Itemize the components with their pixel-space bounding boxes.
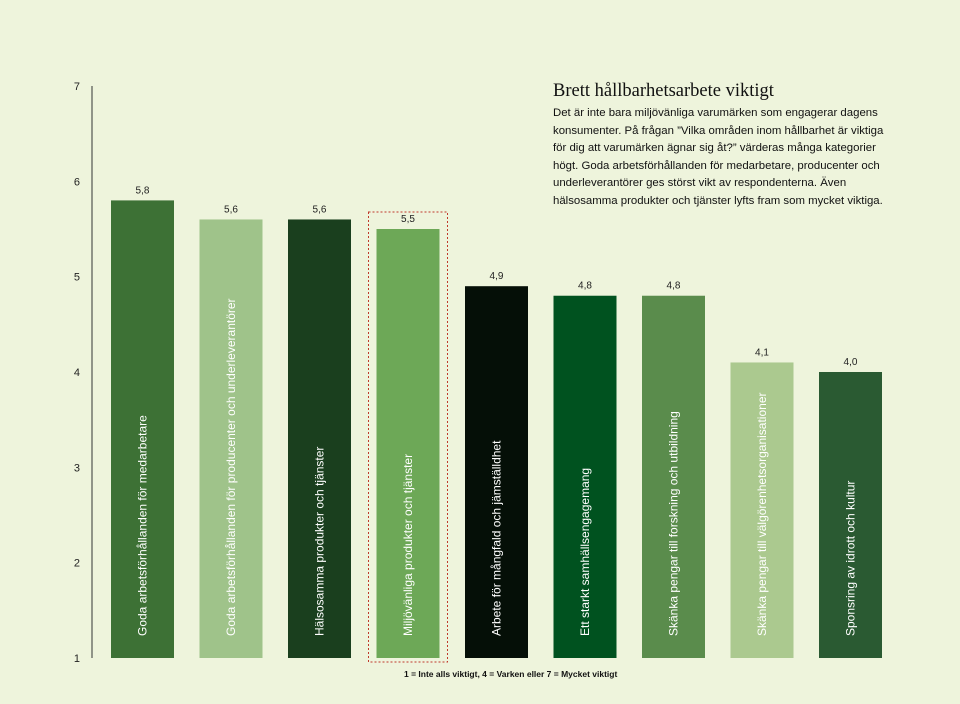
value-labels: 5,8 5,6 5,6 5,5 4,9 4,8 4,8 4,1 4,0	[136, 185, 858, 368]
bar-category-label: Skänka pengar till välgörenhetsorganisat…	[755, 393, 769, 637]
bar-value-label: 5,6	[224, 204, 238, 215]
bar-value-label: 4,8	[667, 281, 681, 292]
chart-footnote: 1 = Inte alls viktigt, 4 = Varken eller …	[404, 669, 617, 679]
bar	[288, 219, 351, 658]
description-box: Brett hållbarhetsarbete viktigt Det är i…	[553, 80, 898, 210]
y-axis-ticks: 1 2 3 4 5 6 7	[74, 81, 80, 665]
y-tick-label: 5	[74, 272, 80, 284]
bar	[111, 200, 174, 658]
y-tick-label: 6	[74, 176, 80, 188]
bar-value-label: 4,1	[755, 347, 769, 358]
bar-category-label: Skänka pengar till forskning och utbildn…	[667, 411, 681, 636]
description-body: Det är inte bara miljövänliga varumärken…	[553, 107, 884, 207]
bar-value-label: 4,8	[578, 281, 592, 292]
bar-category-label: Sponsring av idrott och kultur	[844, 481, 858, 636]
bar-value-label: 5,5	[401, 214, 415, 225]
y-tick-label: 4	[74, 367, 80, 379]
bar	[642, 295, 705, 658]
bar	[376, 229, 440, 658]
description-heading: Brett hållbarhetsarbete viktigt	[553, 81, 774, 101]
y-tick-label: 3	[74, 462, 80, 474]
bar-category-label: Goda arbetsförhållanden för producenter …	[224, 298, 238, 636]
bar-value-label: 4,9	[490, 271, 504, 282]
bar	[199, 219, 263, 658]
bar-category-label: Goda arbetsförhållanden för medarbetare	[136, 415, 150, 636]
bar-category-label: Ett starkt samhällsengagemang	[578, 468, 592, 636]
bar	[819, 372, 882, 658]
bar-value-label: 4,0	[844, 357, 858, 368]
y-tick-label: 1	[74, 653, 80, 665]
bar-value-label: 5,8	[136, 185, 150, 196]
y-tick-label: 7	[74, 81, 80, 93]
bar	[553, 295, 617, 658]
bar-category-label: Hälsosamma produkter och tjänster	[313, 447, 327, 636]
bar	[465, 286, 528, 658]
bar-category-label: Miljövänliga produkter och tjänster	[401, 454, 415, 636]
bar-category-label: Arbete för mångfald och jämställdhet	[490, 440, 504, 636]
bar-value-label: 5,6	[313, 204, 327, 215]
y-tick-label: 2	[74, 558, 80, 570]
bar	[730, 362, 794, 658]
highlight-frame	[368, 211, 448, 663]
category-labels: Goda arbetsförhållanden för medarbetare G…	[136, 298, 858, 636]
bars	[111, 200, 882, 663]
